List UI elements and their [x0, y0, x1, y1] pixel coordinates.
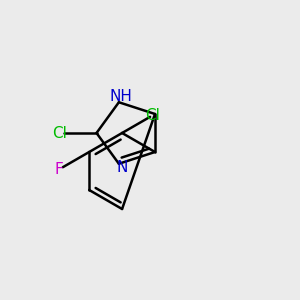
Text: Cl: Cl	[52, 125, 67, 140]
Text: F: F	[54, 162, 63, 177]
Text: Cl: Cl	[145, 108, 160, 123]
Text: N: N	[116, 160, 128, 175]
Text: NH: NH	[110, 89, 132, 104]
